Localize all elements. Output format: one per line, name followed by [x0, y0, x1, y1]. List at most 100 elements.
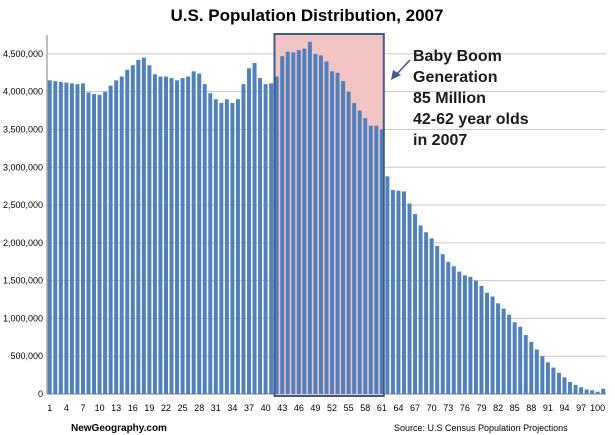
bar [418, 225, 423, 394]
y-tick-label: 4,000,000 [3, 87, 43, 97]
bar [186, 76, 191, 394]
bar [53, 81, 58, 395]
bar [230, 103, 235, 394]
bar [80, 83, 85, 394]
bar [86, 92, 91, 394]
bar [241, 84, 246, 394]
bar [584, 389, 589, 394]
bar [158, 76, 163, 394]
bar [108, 85, 113, 395]
bar [97, 94, 102, 394]
bar [213, 99, 218, 395]
bar [274, 76, 279, 394]
bar [413, 214, 418, 394]
x-tick-label: 58 [360, 403, 370, 413]
x-tick-label: 61 [377, 403, 387, 413]
bar [285, 51, 290, 394]
bar [92, 93, 97, 395]
bar [180, 78, 185, 394]
bar [357, 110, 362, 394]
bar [407, 203, 412, 394]
baby-boom-fill [274, 34, 384, 396]
x-tick-label: 52 [327, 403, 337, 413]
x-tick-label: 16 [128, 403, 138, 413]
bar [191, 71, 196, 394]
x-tick-label: 91 [543, 403, 553, 413]
bar [379, 129, 384, 394]
bar [390, 189, 395, 394]
bar [496, 303, 501, 394]
bar [208, 93, 213, 394]
x-tick-label: 70 [427, 403, 437, 413]
highlight-border [273, 33, 385, 397]
x-tick-label: 1 [47, 403, 52, 413]
y-tick-label: 1,500,000 [3, 276, 43, 286]
bar [551, 367, 556, 394]
bar [318, 55, 323, 395]
bar [534, 349, 539, 394]
bar [103, 91, 108, 395]
footer-source: Source: U.S Census Population Projection… [394, 423, 568, 433]
y-tick-label: 3,000,000 [3, 162, 43, 172]
bar [590, 390, 595, 394]
y-axis-ticks: 0 500,000 1,000,000 1,500,000 2,000,000 2,500… [3, 49, 43, 399]
x-tick-label: 85 [510, 403, 520, 413]
bar [235, 99, 240, 395]
bar [313, 53, 318, 394]
x-tick-label: 88 [526, 403, 536, 413]
x-tick-label: 10 [95, 403, 105, 413]
bar [335, 72, 340, 394]
x-tick-label: 94 [559, 403, 569, 413]
x-tick-label: 46 [294, 403, 304, 413]
bar [429, 238, 434, 394]
bar [545, 362, 550, 394]
bar [573, 384, 578, 394]
y-tick-label: 2,500,000 [3, 200, 43, 210]
bar [568, 381, 573, 394]
bar [562, 377, 567, 394]
bar [75, 84, 80, 394]
bar [501, 308, 506, 394]
bar [368, 125, 373, 395]
x-tick-label: 100 [590, 403, 605, 413]
bar [468, 276, 473, 394]
bar [136, 59, 141, 395]
annotation-arrow-head [391, 70, 401, 80]
bar [529, 341, 534, 394]
bar [485, 292, 489, 394]
x-tick-label: 31 [211, 403, 221, 413]
annotation-line: 42-62 year olds [413, 111, 529, 128]
bar [202, 84, 207, 394]
bar [523, 335, 528, 394]
bar [446, 261, 451, 394]
bar [424, 232, 429, 394]
bar [114, 80, 119, 395]
bar [457, 271, 462, 394]
bar [440, 254, 445, 394]
bar [175, 80, 180, 395]
bar [385, 176, 390, 394]
bar [330, 71, 335, 394]
x-tick-label: 97 [576, 403, 586, 413]
bar [396, 190, 401, 394]
bar [141, 57, 146, 395]
footer-site: NewGeography.com [71, 423, 167, 434]
x-tick-label: 82 [493, 403, 503, 413]
bar [451, 266, 456, 394]
bar [540, 356, 545, 394]
bar [280, 56, 285, 394]
annotation-line: Generation [413, 69, 497, 86]
x-tick-label: 22 [161, 403, 171, 413]
bar [252, 62, 257, 395]
bar [595, 391, 600, 394]
x-tick-label: 64 [393, 403, 403, 413]
annotation-line: 85 Million [413, 90, 486, 107]
x-axis-ticks: 1 4 7 10 13 16 19 22 25 28 31 34 37 40 43 46 49 52 55 58 61 6… [47, 403, 605, 413]
bar [363, 118, 368, 394]
x-tick-label: 25 [178, 403, 188, 413]
bar [147, 65, 152, 395]
x-tick-label: 19 [144, 403, 154, 413]
bar [341, 81, 346, 395]
bar [518, 326, 523, 394]
